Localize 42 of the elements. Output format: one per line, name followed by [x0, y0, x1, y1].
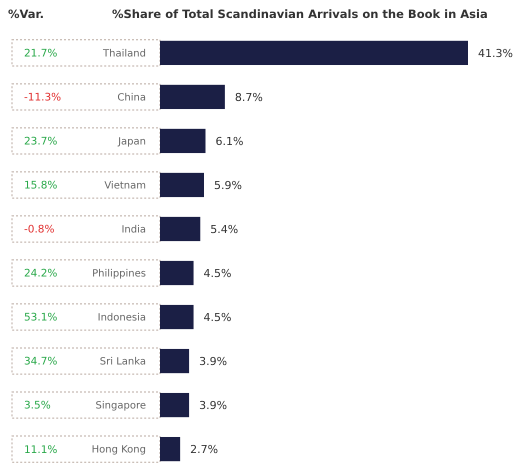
y-tick-label: India	[121, 224, 146, 236]
bar	[160, 40, 468, 66]
data-label: 6.1%	[215, 134, 244, 148]
data-label: 8.7%	[234, 90, 263, 104]
data-label: 4.5%	[204, 266, 232, 280]
text: 34.7%	[24, 356, 58, 368]
data-label: 3.9%	[199, 354, 228, 368]
data-label: 4.5%	[204, 310, 232, 324]
text: 53.1%	[24, 312, 58, 324]
text: 21.7%	[24, 48, 58, 60]
bar	[160, 348, 190, 374]
bar	[160, 216, 200, 242]
bar	[160, 260, 194, 286]
text: 11.1%	[24, 444, 58, 456]
bar	[160, 392, 190, 418]
bar	[160, 172, 204, 198]
y-tick-label: Singapore	[96, 400, 146, 412]
y-tick-label: Philippines	[92, 268, 146, 280]
bar	[160, 84, 225, 110]
text: -0.8%	[24, 224, 54, 236]
chart-title: %Share of Total Scandinavian Arrivals on the Book in Asia	[112, 7, 488, 21]
bar	[160, 436, 180, 462]
text: 3.5%	[24, 400, 51, 412]
data-label: 5.9%	[214, 178, 242, 192]
y-tick-label: Sri Lanka	[100, 356, 146, 368]
text: 24.2%	[24, 268, 58, 280]
y-tick-label: Vietnam	[104, 180, 146, 192]
text: %Var.	[8, 7, 44, 21]
data-label: 2.7%	[190, 442, 218, 456]
data-label: 3.9%	[199, 398, 228, 412]
y-tick-label: Hong Kong	[92, 444, 146, 456]
text: 15.8%	[24, 180, 58, 192]
data-label: 41.3%	[478, 46, 513, 60]
bar	[160, 304, 194, 330]
bar	[160, 128, 206, 154]
y-tick-label: Indonesia	[98, 312, 146, 324]
y-tick-label: China	[117, 92, 146, 104]
text: -11.3%	[24, 92, 62, 104]
y-tick-label: Thailand	[102, 48, 146, 60]
data-label: 5.4%	[210, 222, 238, 236]
text: 23.7%	[24, 136, 58, 148]
y-tick-label: Japan	[117, 136, 146, 148]
